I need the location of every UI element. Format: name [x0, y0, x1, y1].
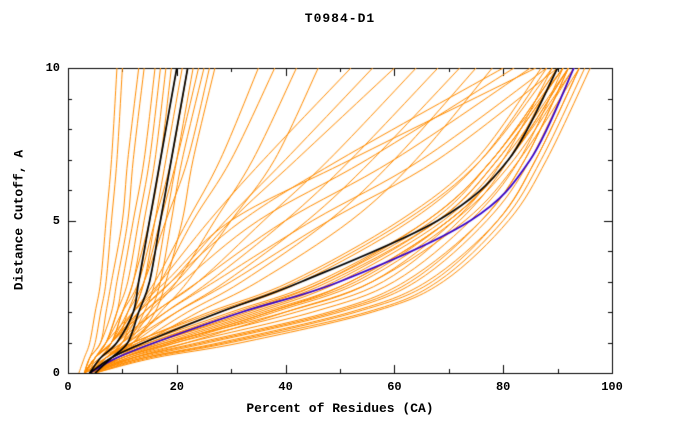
x-tick-label: 0: [64, 380, 72, 394]
chart-title: T0984-D1: [304, 11, 376, 26]
x-tick-label: 40: [278, 380, 293, 394]
y-tick-label: 0: [52, 366, 60, 380]
x-tick-label: 100: [601, 380, 623, 394]
x-tick-label: 60: [387, 380, 402, 394]
x-axis-label: Percent of Residues (CA): [246, 401, 434, 416]
y-axis-label: Distance Cutoff, A: [11, 149, 27, 291]
y-tick-label: 10: [45, 61, 60, 75]
y-tick-label: 5: [52, 213, 60, 228]
x-tick-label: 80: [495, 380, 511, 394]
x-tick-label: 20: [169, 380, 184, 394]
